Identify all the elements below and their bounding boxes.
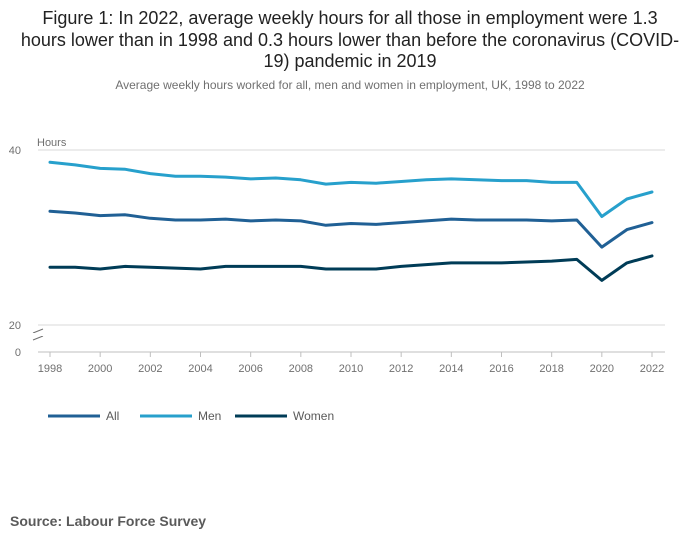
- chart-subtitle: Average weekly hours worked for all, men…: [115, 78, 585, 92]
- x-tick-label: 2016: [489, 363, 513, 375]
- x-tick-label: 2006: [238, 363, 262, 375]
- y-tick-label: 0: [15, 347, 21, 359]
- x-tick-label: 2010: [339, 363, 363, 375]
- y-axis-label: Hours: [37, 137, 67, 149]
- series-line-women: [48, 254, 654, 282]
- legend-label-men: Men: [198, 409, 221, 423]
- legend-label-all: All: [106, 409, 119, 423]
- x-tick-label: 1998: [38, 363, 62, 375]
- source-note: Source: Labour Force Survey: [10, 513, 207, 529]
- axis-break-mark: [32, 328, 44, 334]
- x-tick-label: 2022: [640, 363, 664, 375]
- x-tick-label: 2000: [88, 363, 112, 375]
- axis-break-gap: [33, 333, 43, 336]
- y-tick-label: 40: [9, 145, 21, 157]
- y-tick-label: 20: [9, 320, 21, 332]
- legend-label-women: Women: [293, 409, 334, 423]
- x-tick-label: 2008: [289, 363, 313, 375]
- axis-break-mark: [32, 335, 44, 341]
- x-tick-label: 2014: [439, 363, 463, 375]
- x-tick-label: 2020: [590, 363, 614, 375]
- series-line-men: [48, 160, 654, 218]
- x-tick-label: 2004: [188, 363, 212, 375]
- x-tick-label: 2002: [138, 363, 162, 375]
- series-line-all: [48, 209, 654, 249]
- x-tick-label: 2012: [389, 363, 413, 375]
- chart-title: Figure 1: In 2022, average weekly hours …: [20, 8, 680, 71]
- x-tick-label: 2018: [539, 363, 563, 375]
